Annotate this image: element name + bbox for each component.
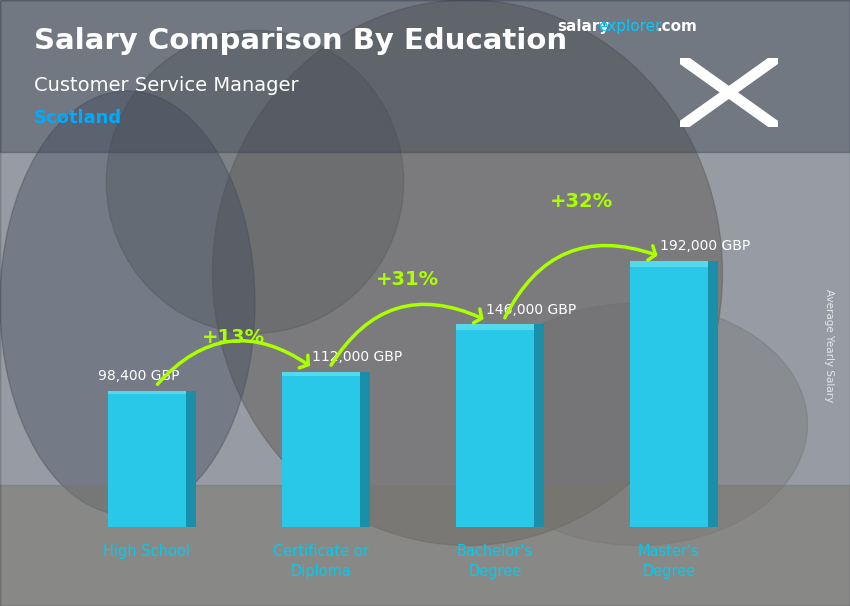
Bar — [456, 324, 534, 527]
Text: 192,000 GBP: 192,000 GBP — [660, 239, 751, 253]
Bar — [281, 371, 360, 527]
Text: salary: salary — [557, 19, 609, 35]
Text: 98,400 GBP: 98,400 GBP — [99, 369, 179, 383]
Polygon shape — [186, 390, 196, 527]
Text: Average Yearly Salary: Average Yearly Salary — [824, 289, 834, 402]
Text: +13%: +13% — [202, 328, 265, 347]
Bar — [0, 485, 850, 606]
Polygon shape — [534, 324, 545, 527]
Polygon shape — [360, 371, 371, 527]
Ellipse shape — [212, 0, 722, 545]
Text: .com: .com — [656, 19, 697, 35]
Bar — [108, 390, 186, 527]
Ellipse shape — [468, 303, 808, 545]
Text: 146,000 GBP: 146,000 GBP — [486, 303, 576, 317]
Bar — [456, 324, 534, 330]
Bar — [630, 261, 708, 267]
Text: +31%: +31% — [377, 270, 439, 289]
Ellipse shape — [0, 91, 255, 515]
Text: Salary Comparison By Education: Salary Comparison By Education — [34, 27, 567, 55]
Bar — [108, 390, 186, 394]
Bar — [281, 371, 360, 376]
Polygon shape — [708, 261, 718, 527]
Text: Customer Service Manager: Customer Service Manager — [34, 76, 298, 95]
Text: Scotland: Scotland — [34, 109, 122, 127]
Bar — [0, 0, 850, 152]
Bar — [630, 261, 708, 527]
Text: 112,000 GBP: 112,000 GBP — [312, 350, 402, 364]
Text: +32%: +32% — [550, 193, 614, 211]
Ellipse shape — [106, 30, 404, 333]
Text: explorer: explorer — [598, 19, 662, 35]
